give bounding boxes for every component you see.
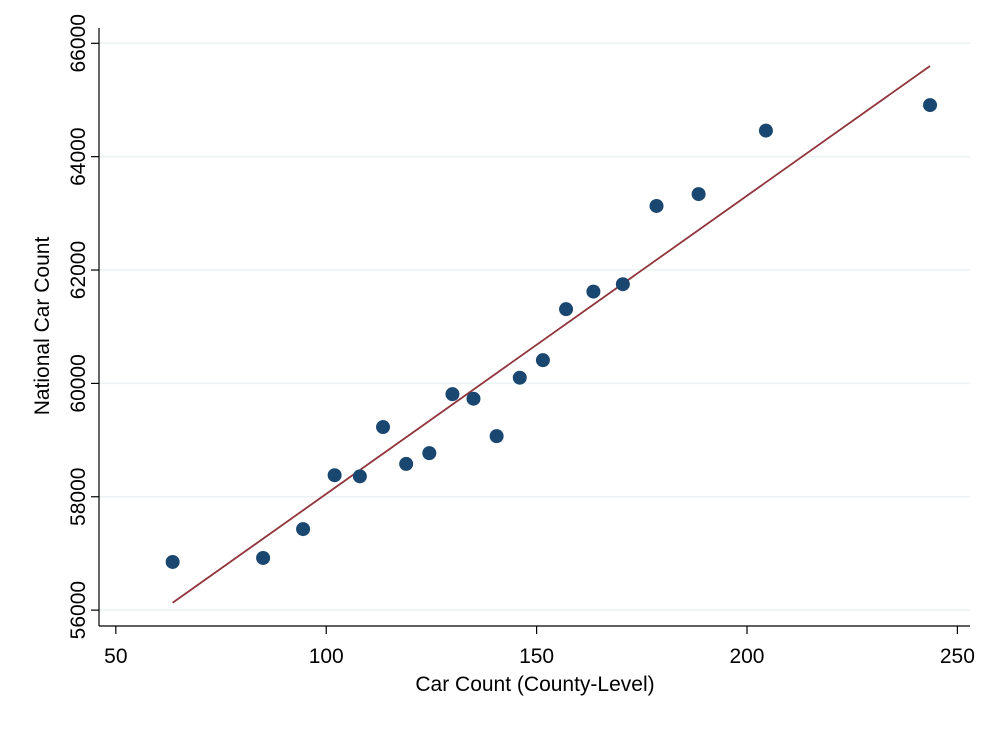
axes [91,28,970,634]
data-point-14 [586,284,601,299]
data-point-3 [327,468,342,483]
y-tick-label-3: 62000 [67,241,90,299]
data-point-8 [445,387,460,402]
y-tick-label-4: 64000 [67,127,90,185]
y-tick-label-2: 60000 [67,354,90,412]
x-tick-label-4: 250 [940,645,975,668]
x-tick-label-0: 50 [104,645,127,668]
data-point-6 [399,456,414,471]
data-point-10 [489,429,504,444]
data-point-18 [758,123,773,138]
data-point-15 [615,277,630,292]
y-tick-label-0: 56000 [67,581,90,639]
fit-line-layer [172,65,931,604]
data-point-2 [296,522,311,537]
data-point-4 [352,469,367,484]
x-axis-title: Car Count (County-Level) [415,673,654,696]
data-point-1 [256,550,271,565]
fit-line [172,65,931,604]
data-point-16 [649,198,664,213]
gridlines [99,42,970,611]
data-point-11 [512,370,527,385]
data-point-5 [376,420,391,435]
data-point-12 [535,353,550,368]
data-point-13 [559,302,574,317]
data-point-0 [165,554,180,569]
tick-labels: 56000 58000 60000 62000 64000 66000 50 100 150 20… [67,14,975,668]
data-points [165,98,938,569]
x-tick-label-3: 200 [729,645,764,668]
data-point-17 [691,187,706,202]
y-tick-label-1: 58000 [67,468,90,526]
x-tick-label-2: 150 [519,645,554,668]
x-tick-label-1: 100 [309,645,344,668]
y-axis-title: National Car Count [31,237,54,416]
data-point-7 [422,446,437,461]
data-point-9 [466,391,481,406]
data-point-19 [923,98,938,113]
y-tick-label-5: 66000 [67,14,90,72]
